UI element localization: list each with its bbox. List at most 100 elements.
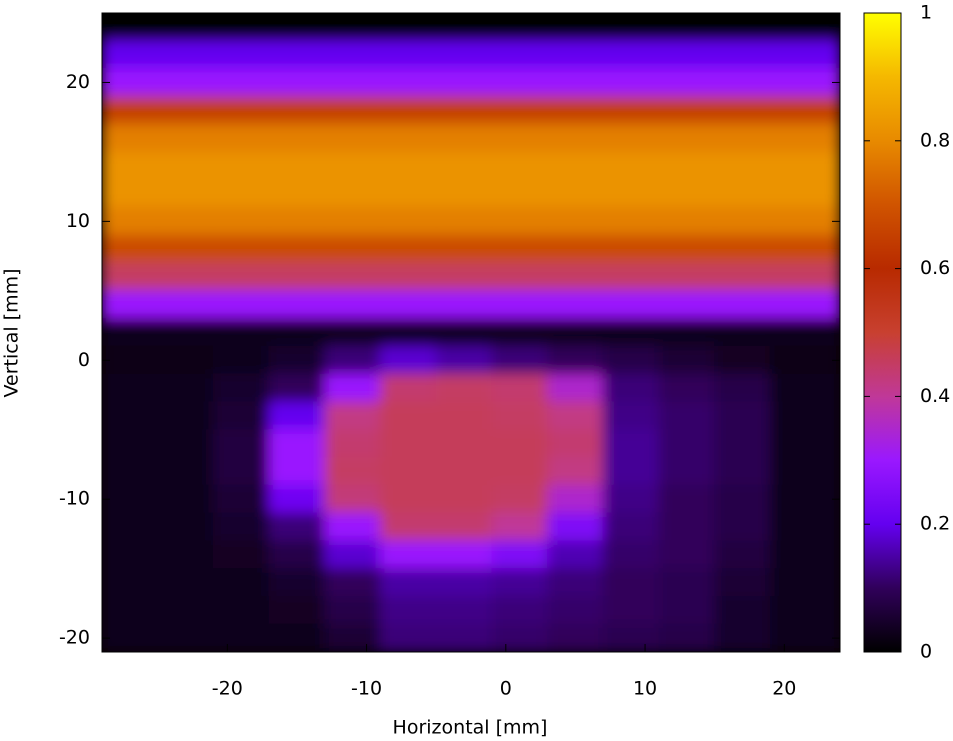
heatmap-cell (379, 262, 437, 292)
heatmap-cell (157, 262, 214, 292)
heatmap-cell (379, 95, 437, 125)
heatmap-cell (324, 123, 381, 153)
heatmap-cell (435, 457, 493, 486)
heatmap-cell (658, 318, 716, 347)
heatmap-cell (602, 262, 660, 292)
heatmap-cell (435, 206, 493, 236)
heatmap-cell (212, 262, 270, 292)
heatmap-cell (714, 68, 771, 97)
heatmap-cell (769, 95, 840, 125)
heatmap-cell (714, 484, 771, 514)
heatmap-cell (602, 540, 660, 570)
heatmap-cell (714, 206, 771, 236)
heatmap-cell (102, 595, 159, 625)
heatmap-cell (212, 179, 270, 208)
heatmap-cell (714, 95, 771, 125)
heatmap-cell (491, 568, 549, 597)
heatmap-cell (379, 512, 437, 542)
heatmap-cell (435, 540, 493, 570)
heatmap-cell (602, 290, 660, 320)
heatmap-cell (268, 40, 326, 70)
heatmap-cell (602, 595, 660, 625)
x-tick-label: 0 (500, 678, 512, 700)
heatmap-cell (435, 373, 493, 403)
heatmap-cell (602, 401, 660, 431)
heatmap-cell (714, 512, 771, 542)
heatmap-cell (714, 179, 771, 208)
heatmap-cell (491, 540, 549, 570)
heatmap-cell (435, 484, 493, 514)
heatmap-cell (491, 123, 549, 153)
x-tick-label: -20 (212, 678, 243, 700)
heatmap-cell (102, 318, 159, 347)
heatmap-cell (547, 40, 604, 70)
heatmap-cell (212, 595, 270, 625)
heatmap-cell (658, 345, 716, 375)
heatmap-cell (102, 68, 159, 97)
heatmap-cell (602, 345, 660, 375)
heatmap-cell (212, 290, 270, 320)
heatmap-cell (212, 512, 270, 542)
heatmap-cell (268, 568, 326, 597)
plot-frame (101, 12, 841, 653)
heatmap-cell (714, 540, 771, 570)
heatmap-cell (379, 68, 437, 97)
heatmap-cell (157, 151, 214, 181)
heatmap-cell (547, 234, 604, 264)
heatmap-cell (324, 206, 381, 236)
heatmap-cell (491, 484, 549, 514)
heatmap-cell (547, 429, 604, 459)
heatmap-cell (435, 512, 493, 542)
heatmap-cell (324, 512, 381, 542)
heatmap-cell (324, 68, 381, 97)
heatmap-cell (102, 179, 159, 208)
heatmap-cell (547, 484, 604, 514)
heatmap-cell (435, 234, 493, 264)
heatmap-cell (769, 540, 840, 570)
heatmap-cell (769, 123, 840, 153)
heatmap-cell (714, 345, 771, 375)
heatmap-cell (324, 484, 381, 514)
x-tick-label: 20 (772, 678, 796, 700)
heatmap-cell (268, 373, 326, 403)
y-tick-label: 20 (66, 71, 90, 93)
heatmap-cell (102, 290, 159, 320)
heatmap-cell (435, 179, 493, 208)
heatmap-cell (324, 262, 381, 292)
heatmap-cell (547, 318, 604, 347)
heatmap-cell (602, 318, 660, 347)
heatmap-cell (714, 623, 771, 652)
heatmap-cell (379, 13, 437, 42)
heatmap-cell (714, 234, 771, 264)
heatmap-cell (212, 68, 270, 97)
heatmap-cell (435, 13, 493, 42)
heatmap-cell (268, 345, 326, 375)
heatmap-cell (268, 123, 326, 153)
heatmap-cell (102, 151, 159, 181)
heatmap-cell (212, 484, 270, 514)
heatmap-cell (658, 623, 716, 652)
heatmap-cell (658, 373, 716, 403)
heatmap-cell (547, 95, 604, 125)
heatmap-cell (324, 290, 381, 320)
heatmap-cell (212, 345, 270, 375)
heatmap-cell (157, 206, 214, 236)
heatmap-cell (769, 429, 840, 459)
heatmap-cell (658, 13, 716, 42)
heatmap-cell (157, 457, 214, 486)
heatmap-cell (324, 179, 381, 208)
colorbar-tick-label: 0.2 (920, 513, 950, 535)
heatmap-cell (324, 318, 381, 347)
heatmap-cell (157, 568, 214, 597)
heatmap-cell (157, 540, 214, 570)
heatmap-cell (324, 540, 381, 570)
heatmap-cell (547, 290, 604, 320)
heatmap-cell (769, 206, 840, 236)
heatmap-cell (435, 262, 493, 292)
heatmap-cell (658, 123, 716, 153)
heatmap-cell (379, 373, 437, 403)
y-tick-label: -10 (59, 488, 90, 510)
heatmap-cell (714, 429, 771, 459)
heatmap-cell (157, 373, 214, 403)
heatmap-cell (157, 401, 214, 431)
